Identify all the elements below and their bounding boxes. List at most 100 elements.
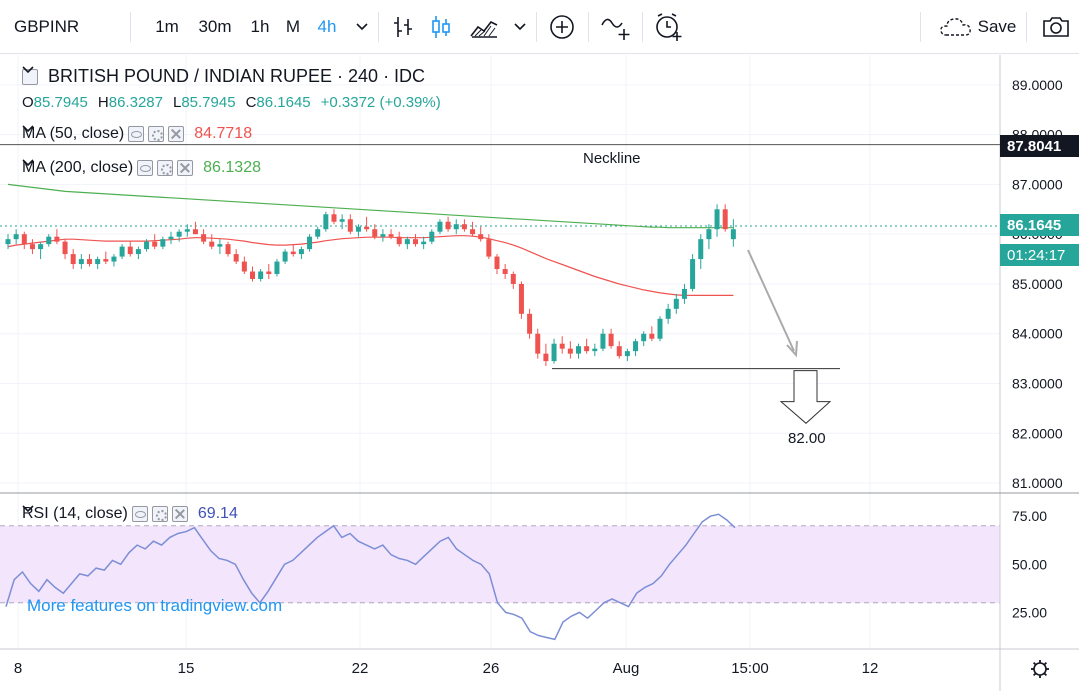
chart-style-dropdown-button[interactable] — [508, 0, 532, 54]
rsi-legend: RSI (14, close) 69.14 — [22, 505, 242, 523]
candle-body — [657, 318, 663, 339]
candle-body — [176, 231, 182, 237]
time-tick-label: Aug — [613, 660, 640, 677]
remove-close-icon[interactable] — [171, 506, 188, 522]
candle-body — [144, 241, 150, 250]
candle-body — [95, 259, 101, 265]
low-value: 85.7945 — [181, 94, 236, 111]
candle-body — [266, 271, 272, 274]
change-value: +0.3372 (+0.39%) — [320, 94, 441, 111]
candle-body — [201, 234, 207, 242]
chevron-down-icon[interactable] — [22, 66, 34, 74]
candle-body — [192, 229, 198, 235]
indicators-icon — [601, 18, 630, 40]
settings-gear-icon[interactable] — [148, 126, 165, 142]
candle-body — [217, 244, 223, 247]
candle-body — [103, 259, 109, 262]
settings-gear-icon[interactable] — [1033, 662, 1047, 676]
candle-body — [535, 333, 541, 354]
area-style-button[interactable] — [466, 0, 502, 54]
chevron-down-icon[interactable] — [22, 159, 34, 167]
candle-body — [380, 234, 386, 237]
candle-body — [706, 229, 712, 240]
timeframe-M-label: M — [285, 17, 301, 36]
indicators-button[interactable] — [596, 0, 636, 54]
timeframe-M-button[interactable]: M — [280, 0, 306, 54]
candles-icon — [432, 16, 450, 38]
candle-body — [421, 241, 427, 245]
candles-style-button[interactable] — [426, 0, 456, 54]
candle-body — [559, 343, 565, 349]
remove-close-icon[interactable] — [168, 126, 185, 142]
ma50-value: 84.7718 — [194, 125, 253, 142]
candle-body — [429, 231, 435, 242]
candle-body — [29, 244, 35, 250]
timeframe-dropdown-button[interactable] — [350, 0, 374, 54]
toolbar-divider — [588, 12, 589, 42]
rsi-label[interactable]: RSI (14, close) — [22, 505, 128, 522]
projection-arrowhead — [786, 340, 798, 358]
candle-body — [87, 259, 92, 265]
settings-gear-icon[interactable] — [151, 506, 168, 522]
candle-body — [624, 351, 630, 357]
candle-body — [445, 221, 451, 230]
rsi-tick-label: 50.00 — [1012, 556, 1047, 572]
close-label: C — [245, 94, 257, 111]
settings-gear-tooth — [1043, 661, 1048, 666]
bars-style-button[interactable] — [388, 0, 418, 54]
bars-icon — [394, 17, 412, 37]
candle-body — [673, 298, 679, 309]
timeframe-4h-button[interactable]: 4h — [310, 0, 344, 54]
candle-body — [641, 333, 647, 342]
time-tick-label: 15:00 — [731, 660, 769, 677]
chevron-down-icon[interactable] — [22, 505, 34, 513]
candle-body — [135, 249, 141, 255]
candle-body — [355, 226, 361, 232]
visibility-eye-icon[interactable] — [128, 126, 145, 142]
candle-body — [119, 246, 125, 257]
candle-body — [307, 236, 313, 250]
chevron-down-icon — [514, 23, 526, 31]
candle-body — [323, 214, 329, 230]
save-button[interactable]: Save — [934, 0, 1020, 54]
candle-body — [209, 241, 215, 247]
area-chart-icon — [470, 20, 498, 38]
rsi-tick-label: 75.00 — [1012, 508, 1047, 524]
candle-body — [551, 343, 557, 362]
timeframe-30m-button[interactable]: 30m — [192, 0, 238, 54]
visibility-eye-icon[interactable] — [131, 506, 148, 522]
price-tick-label: 83.0000 — [1012, 376, 1063, 392]
save-label: Save — [977, 17, 1017, 36]
toolbar-divider — [642, 12, 643, 42]
ohlc-legend: O 85.7945 H 86.3287 L 85.7945 C 86.1645 +0.3… — [22, 94, 445, 111]
timeframe-1m-label: 1m — [155, 17, 179, 36]
compare-button[interactable] — [544, 0, 580, 54]
symbol-search-button[interactable]: GBPINR — [14, 0, 104, 54]
cloud-icon — [939, 18, 971, 36]
candle-body — [527, 313, 533, 334]
tradingview-watermark[interactable]: More features on tradingview.com — [27, 596, 283, 615]
candle-body — [510, 274, 516, 284]
timeframe-1h-button[interactable]: 1h — [244, 0, 276, 54]
candle-body — [388, 234, 394, 237]
remove-close-icon[interactable] — [177, 160, 194, 176]
timeframe-30m-label: 30m — [198, 17, 232, 36]
candle-body — [225, 244, 231, 255]
alert-button[interactable] — [650, 0, 688, 54]
visibility-eye-icon[interactable] — [137, 160, 154, 176]
last-price-tag: 86.1645 — [1000, 214, 1079, 236]
candle-body — [46, 236, 52, 245]
timeframe-1m-button[interactable]: 1m — [148, 0, 186, 54]
candle-body — [478, 234, 484, 240]
snapshot-button[interactable] — [1036, 0, 1076, 54]
chart-canvas[interactable]: 89.000088.000087.000086.000085.000084.00… — [0, 55, 1079, 691]
close-value: 86.1645 — [256, 94, 311, 111]
chart-area[interactable]: 89.000088.000087.000086.000085.000084.00… — [0, 55, 1079, 691]
candle-body — [339, 219, 345, 222]
chevron-down-icon[interactable] — [22, 125, 34, 133]
ma200-label[interactable]: MA (200, close) — [22, 159, 134, 176]
settings-gear-icon[interactable] — [157, 160, 174, 176]
candle-body — [404, 239, 410, 245]
candle-body — [70, 254, 76, 265]
ma50-label[interactable]: MA (50, close) — [22, 125, 125, 142]
